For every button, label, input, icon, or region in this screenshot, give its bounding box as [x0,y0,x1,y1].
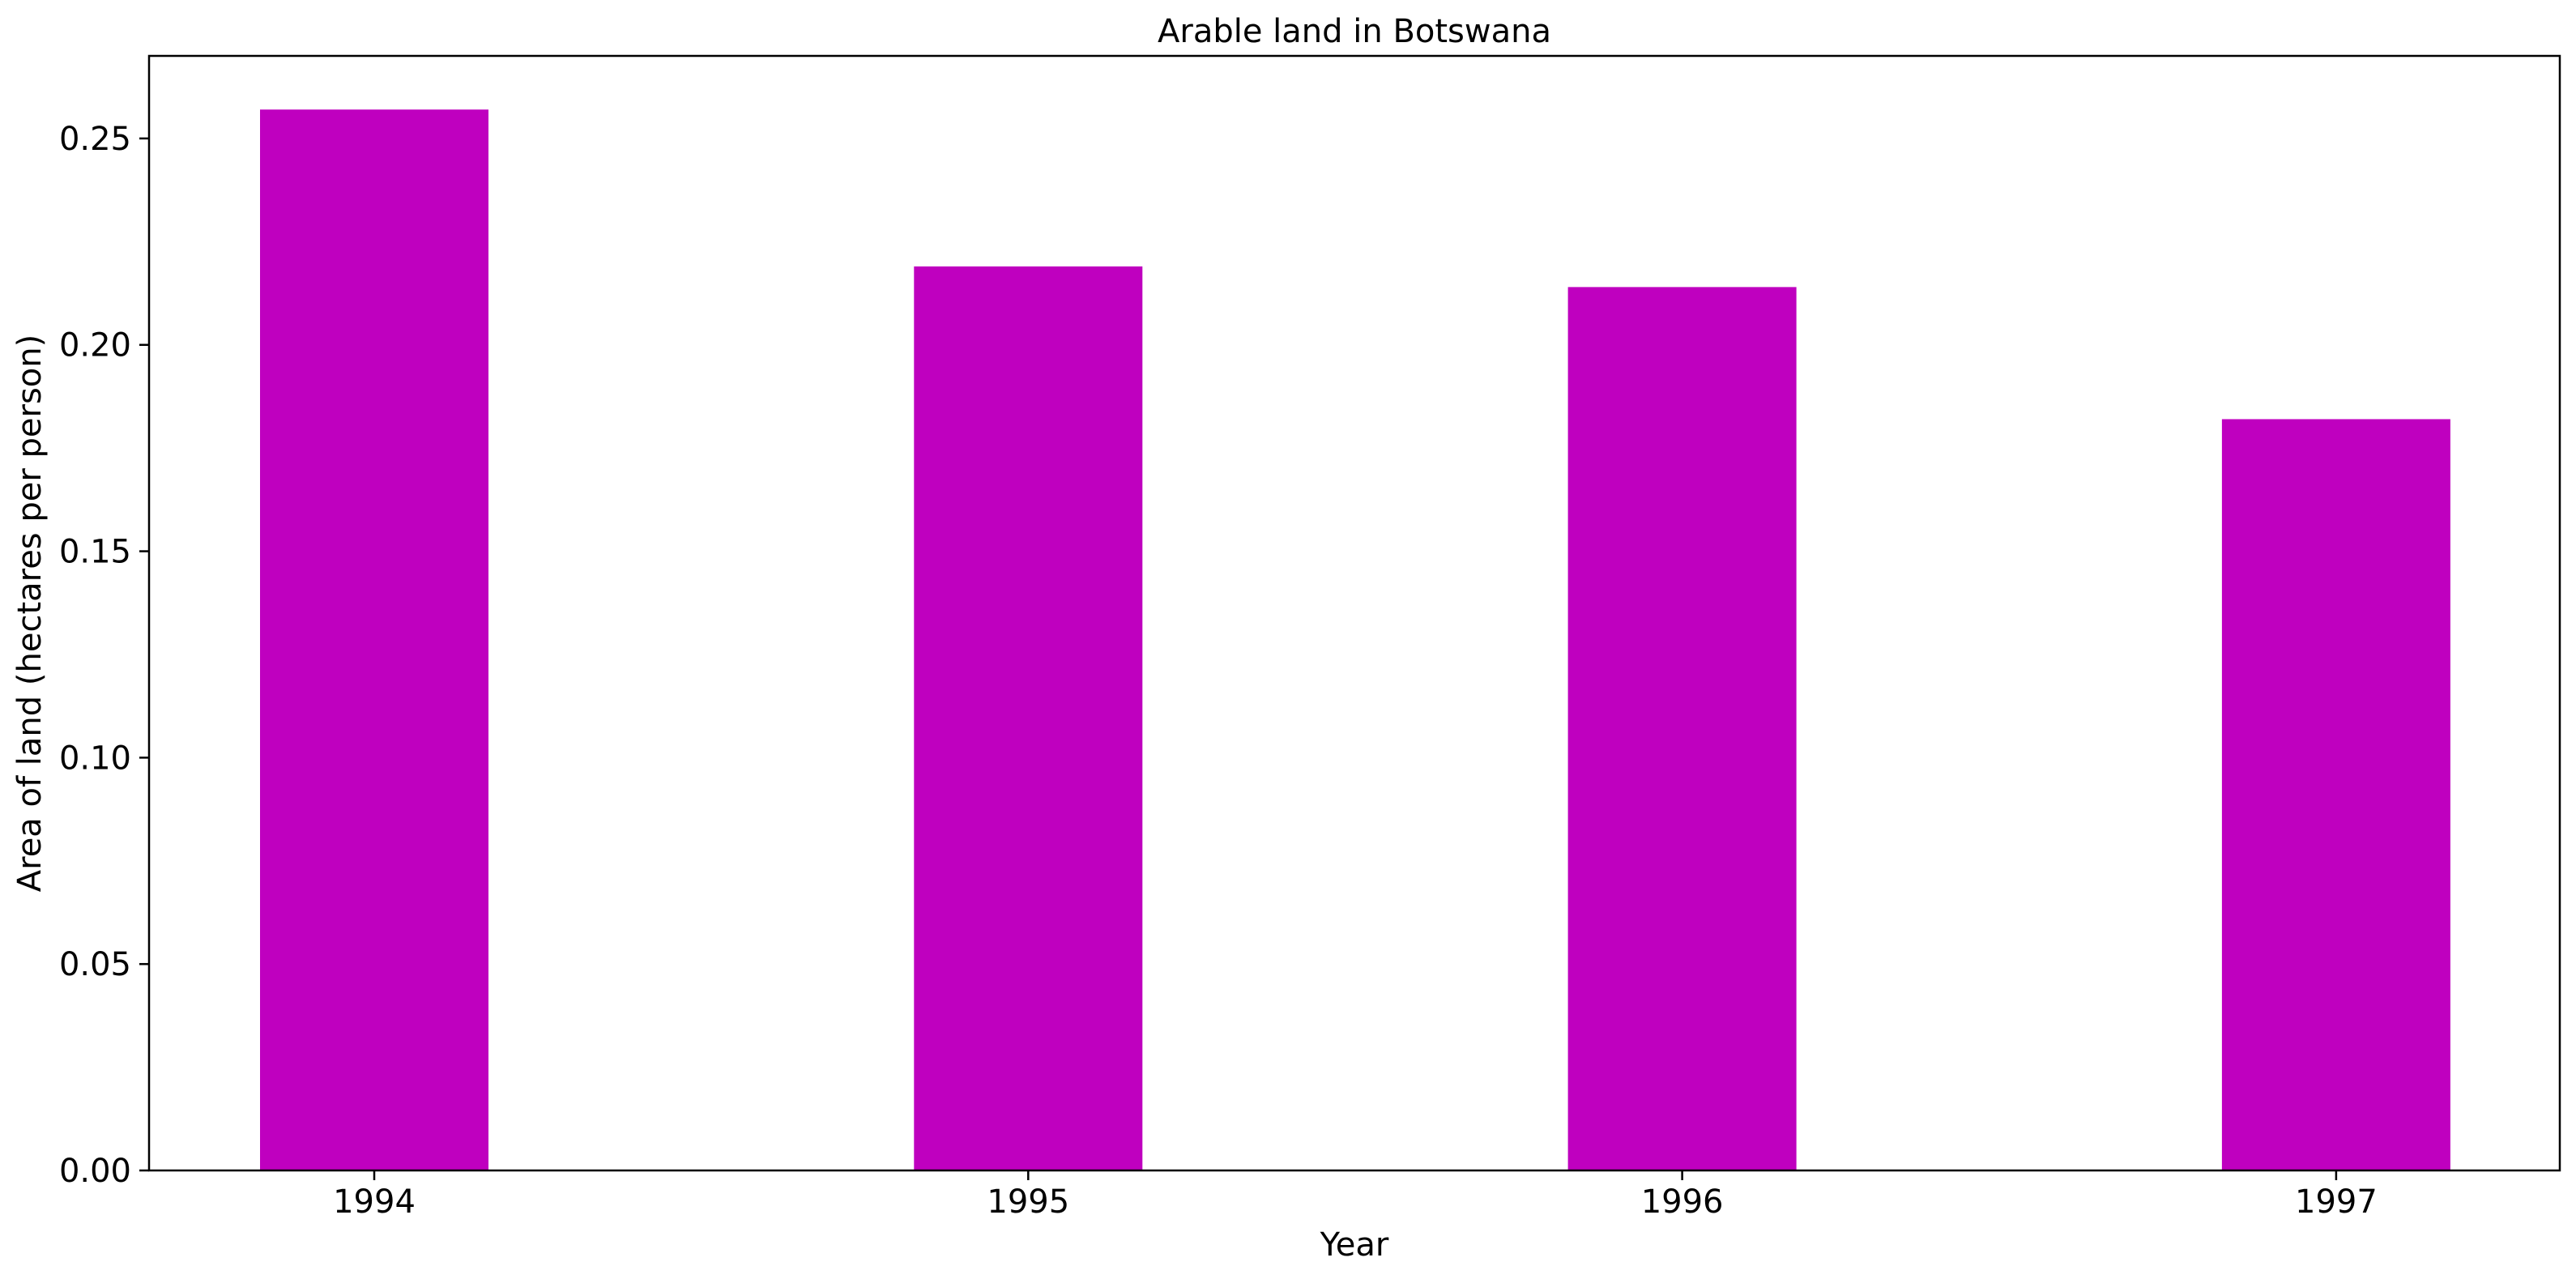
y-axis: 0.00 0.05 0.10 0.15 0.20 0.25 [59,121,149,1190]
y-tick-label: 0.15 [59,534,131,571]
x-axis: 1994 1995 1996 1997 [333,1170,2378,1221]
bar-1996 [1567,287,1797,1170]
bars-group [260,109,2450,1171]
plot-frame [147,54,2561,1172]
x-tick-label: 1995 [987,1183,1069,1221]
x-tick-label: 1994 [333,1183,416,1221]
y-tick-label: 0.20 [59,327,131,365]
y-tick-label: 0.25 [59,121,131,158]
y-tick-label: 0.10 [59,740,131,777]
chart-title: Arable land in Botswana [1158,13,1551,50]
y-tick-label: 0.00 [59,1153,131,1190]
bar-1994 [260,109,488,1171]
x-tick-label: 1996 [1641,1183,1724,1221]
bar-1995 [914,266,1143,1170]
bar-1997 [2221,419,2450,1170]
x-axis-title: Year [1320,1226,1389,1264]
y-tick-label: 0.05 [59,946,131,983]
x-tick-label: 1997 [2295,1183,2378,1221]
y-axis-title: Area of land (hectares per person) [11,335,49,892]
